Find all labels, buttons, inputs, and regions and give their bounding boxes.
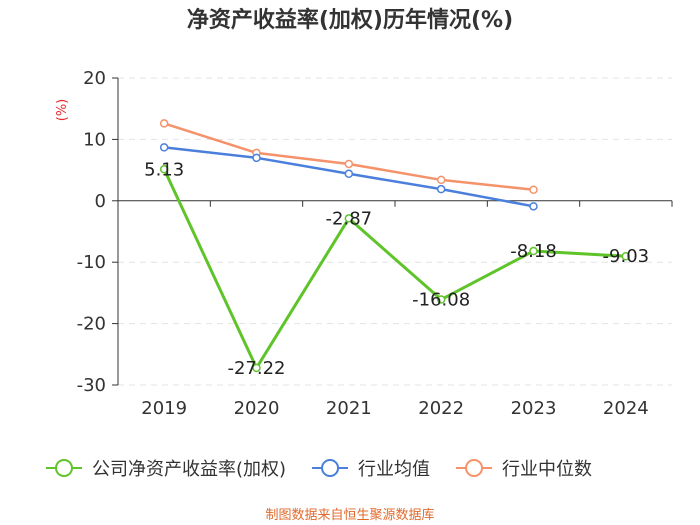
legend-label: 公司净资产收益率(加权) <box>92 459 286 480</box>
x-tick-label: 2023 <box>511 398 557 419</box>
data-label: -8.18 <box>510 241 557 262</box>
data-point[interactable] <box>621 251 631 261</box>
x-tick-label: 2022 <box>418 398 464 419</box>
legend-marker <box>465 459 484 477</box>
data-point[interactable] <box>159 165 169 174</box>
legend-item[interactable]: 行业中位数 <box>456 459 592 480</box>
y-tick-label: 20 <box>83 68 106 89</box>
data-point[interactable] <box>436 175 446 185</box>
data-point[interactable] <box>344 159 354 169</box>
x-tick-label: 2021 <box>326 398 372 419</box>
data-label: -9.03 <box>603 246 650 267</box>
data-point[interactable] <box>436 295 446 304</box>
y-tick-label: -10 <box>77 252 106 273</box>
x-tick-label: 2019 <box>141 398 187 419</box>
data-label: 5.13 <box>144 159 184 180</box>
y-tick-label: -30 <box>77 375 106 396</box>
legend[interactable]: 公司净资产收益率(加权) 行业均值 行业中位数 <box>46 459 592 480</box>
y-tick-label: 0 <box>95 191 106 212</box>
series-lines <box>159 119 631 373</box>
data-point[interactable] <box>529 202 538 211</box>
legend-marker <box>321 459 340 477</box>
series-line <box>162 168 626 370</box>
source-note: 制图数据来自恒生聚源数据库 <box>265 507 434 523</box>
data-point[interactable] <box>529 185 538 194</box>
data-label: -27.22 <box>227 358 285 379</box>
data-point[interactable] <box>344 169 354 179</box>
data-labels: 5.13 -27.22 -2.87 -16.08 -8.18 -9.03 <box>144 159 649 379</box>
legend-item[interactable]: 行业均值 <box>312 459 430 480</box>
data-point[interactable] <box>252 153 261 163</box>
data-point[interactable] <box>252 363 261 373</box>
data-point[interactable] <box>344 214 354 223</box>
grid-lines <box>118 77 672 386</box>
legend-label: 行业中位数 <box>502 459 592 480</box>
data-point[interactable] <box>436 184 446 194</box>
x-tick-label: 2020 <box>234 398 280 419</box>
y-tick-label: -20 <box>77 314 106 335</box>
y-axis-unit: (%) <box>55 99 70 122</box>
x-tick-label: 2024 <box>603 398 649 419</box>
data-point[interactable] <box>159 119 169 128</box>
data-label: -16.08 <box>412 290 470 311</box>
chart-title: 净资产收益率(加权)历年情况(%) <box>187 7 513 33</box>
axes: 20 10 0 -10 -20 -30 2019 2020 2021 2022 2023 2024 <box>77 68 673 419</box>
data-point[interactable] <box>529 246 538 256</box>
data-label: -2.87 <box>326 208 373 229</box>
series-line <box>163 122 534 191</box>
y-tick-label: 10 <box>83 129 106 150</box>
legend-label: 行业均值 <box>358 459 430 480</box>
legend-item[interactable]: 公司净资产收益率(加权) <box>46 459 286 480</box>
data-point[interactable] <box>159 143 169 152</box>
legend-marker <box>55 459 73 477</box>
